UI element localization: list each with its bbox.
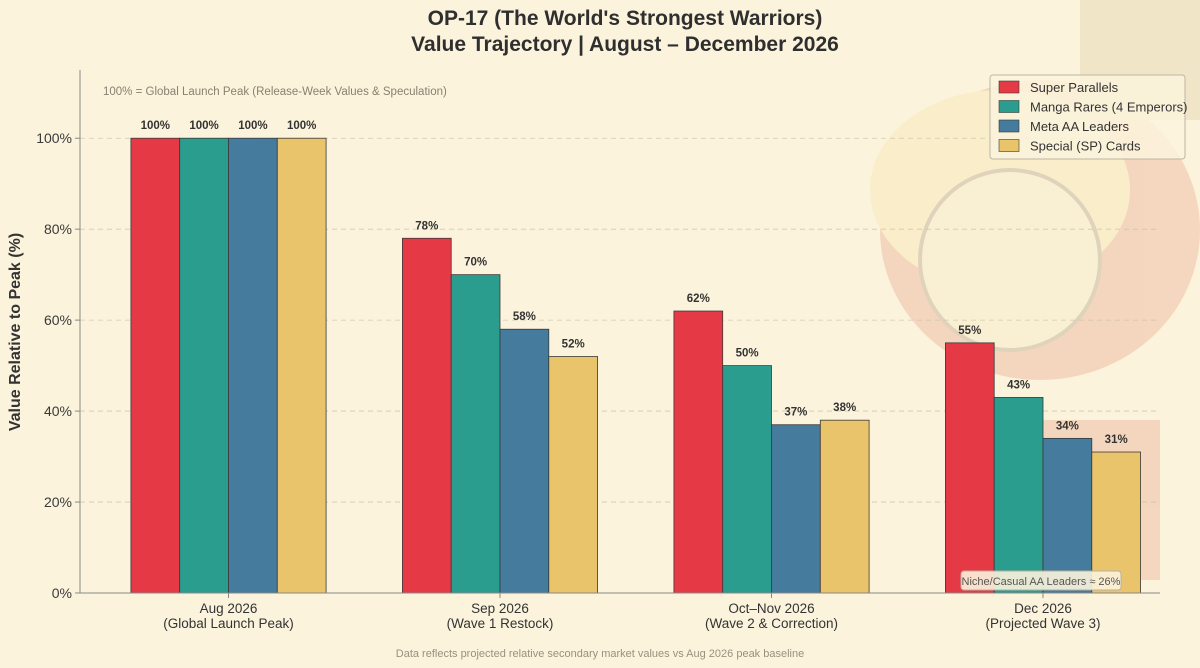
bar-value-label: 43% — [1007, 379, 1030, 391]
bar-special-sp-cards-0 — [276, 137, 327, 594]
bar-super-parallels-1 — [401, 237, 452, 594]
x-tick-label: Aug 2026 — [200, 601, 258, 616]
bar-value-label: 62% — [687, 293, 710, 305]
bar-super-parallels-0 — [130, 137, 181, 594]
y-tick-label: 60% — [44, 312, 72, 328]
bar-value-label: 50% — [736, 348, 759, 360]
y-tick-label: 100% — [36, 130, 72, 146]
bar-special-sp-cards-3 — [1091, 451, 1142, 594]
bar-super-parallels-2 — [673, 310, 724, 594]
bar-value-label: 78% — [415, 220, 438, 232]
bar-value-label: 55% — [958, 325, 981, 337]
x-tick-label: (Wave 1 Restock) — [447, 616, 554, 631]
bar-meta-aa-leaders-3 — [1042, 437, 1093, 594]
data-labels: 100% 100% 100% 100% 78% 70% 58% 52% 62% 50% 37% 38%… — [141, 120, 1128, 446]
annotation-text: Niche/Casual AA Leaders ≈ 26% — [962, 576, 1121, 588]
y-tick-label: 80% — [44, 221, 72, 237]
legend-box — [989, 74, 1186, 160]
footer-note: Data reflects projected relative seconda… — [396, 648, 804, 660]
x-tick-label: (Global Launch Peak) — [163, 616, 294, 631]
bar-manga-rares-4-emperors-2 — [722, 365, 772, 594]
bar-meta-aa-leaders-1 — [499, 328, 550, 594]
niche-annotation: Niche/Casual AA Leaders ≈ 26% — [960, 570, 1122, 591]
bar-special-sp-cards-2 — [819, 419, 870, 594]
legend-swatch — [998, 139, 1020, 152]
bar-manga-rares-4-emperors-3 — [993, 397, 1044, 594]
bar-meta-aa-leaders-2 — [771, 424, 821, 594]
y-tick-label: 0% — [52, 585, 72, 601]
bar-value-label: 70% — [464, 257, 487, 269]
y-tick-label: 40% — [44, 403, 72, 419]
x-tick-label: Oct–Nov 2026 — [728, 601, 814, 616]
legend-swatch — [998, 119, 1020, 133]
bar-value-label: 100% — [287, 120, 316, 132]
x-tick-label: Dec 2026 — [1014, 601, 1072, 616]
legend-swatch — [998, 80, 1020, 94]
bar-value-label: 31% — [1105, 434, 1128, 446]
bar-value-label: 100% — [141, 120, 170, 132]
x-tick-label: Sep 2026 — [471, 601, 529, 616]
bar-special-sp-cards-1 — [548, 356, 598, 594]
chart-title-line-2: Value Trajectory | August – December 202… — [411, 33, 839, 56]
baseline-note: 100% = Global Launch Peak (Release-Week … — [103, 86, 447, 98]
bar-value-label: 52% — [562, 339, 585, 351]
bars — [130, 137, 1142, 594]
bar-value-label: 100% — [189, 120, 218, 132]
bar-manga-rares-4-emperors-1 — [450, 274, 501, 594]
legend-label: Special (SP) Cards — [1030, 139, 1141, 154]
chart-title-line-1: OP-17 (The World's Strongest Warriors) — [428, 7, 823, 30]
bar-value-label: 38% — [833, 402, 856, 414]
legend: Super Parallels Manga Rares (4 Emperors) M… — [989, 74, 1188, 160]
y-axis-ticks: 0% 20% 40% 60% 80% 100% — [36, 130, 80, 601]
bar-manga-rares-4-emperors-0 — [179, 137, 229, 594]
bar-value-label: 37% — [784, 407, 807, 419]
y-tick-label: 20% — [44, 494, 72, 510]
y-axis-title: Value Relative to Peak (%) — [7, 233, 24, 431]
bar-meta-aa-leaders-0 — [228, 137, 278, 594]
x-axis-ticks: Aug 2026(Global Launch Peak)Sep 2026(Wav… — [163, 593, 1101, 631]
legend-label: Meta AA Leaders — [1030, 119, 1130, 134]
bar-value-label: 100% — [238, 120, 267, 132]
legend-label: Super Parallels — [1030, 80, 1119, 95]
legend-label: Manga Rares (4 Emperors) — [1030, 100, 1188, 115]
annotation-box — [960, 570, 1122, 591]
bar-super-parallels-3 — [945, 342, 995, 594]
legend-swatch — [998, 100, 1020, 113]
x-tick-label: (Projected Wave 3) — [985, 616, 1100, 631]
bar-value-label: 58% — [513, 311, 536, 323]
bar-value-label: 34% — [1056, 420, 1079, 432]
x-tick-label: (Wave 2 & Correction) — [705, 616, 838, 631]
